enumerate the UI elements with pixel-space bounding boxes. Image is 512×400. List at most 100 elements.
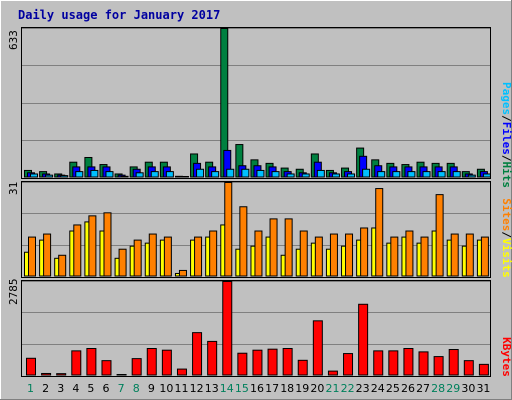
kbytes-legend: KBytes xyxy=(500,337,512,377)
x-tick-label: 31 xyxy=(476,382,490,395)
visits-legend: Sites/Visits xyxy=(500,198,512,278)
visits-bar xyxy=(103,212,112,277)
pages-bar xyxy=(211,171,220,178)
kbytes-bar xyxy=(358,303,369,376)
visits-bar xyxy=(254,230,263,277)
x-tick-label: 6 xyxy=(103,382,110,395)
pages-bar xyxy=(45,174,54,178)
visits-bar xyxy=(329,233,338,277)
visits-panel-frame xyxy=(21,181,491,278)
legend-kbytes: KBytes xyxy=(500,337,512,377)
pages-bar xyxy=(362,168,371,178)
visits-bar xyxy=(88,215,97,277)
pages-bar xyxy=(135,172,144,178)
kbytes-bar xyxy=(388,350,399,376)
x-tick-label: 30 xyxy=(461,382,475,395)
pages-bar xyxy=(90,169,99,178)
x-tick-label: 2 xyxy=(42,382,49,395)
visits-bar xyxy=(375,188,384,277)
visits-bar xyxy=(194,236,203,277)
x-tick-label: 15 xyxy=(235,382,249,395)
kbytes-bar xyxy=(478,363,489,376)
visits-bar xyxy=(390,236,399,277)
visits-bar xyxy=(73,224,82,277)
visits-bar xyxy=(345,233,354,277)
kbytes-bar xyxy=(418,351,429,376)
kbytes-bar xyxy=(343,353,354,376)
visits-bar xyxy=(284,218,293,277)
x-tick-label: 28 xyxy=(431,382,445,395)
x-tick-label: 13 xyxy=(205,382,219,395)
legend-visits: Visits xyxy=(500,238,512,278)
visits-bar xyxy=(360,227,369,277)
x-tick-label: 9 xyxy=(148,382,155,395)
kbytes-bar xyxy=(86,347,97,376)
pages-bar xyxy=(150,171,159,178)
pages-bar xyxy=(165,171,174,178)
x-tick-label: 27 xyxy=(416,382,430,395)
kbytes-bar xyxy=(101,360,112,376)
visits-bar xyxy=(450,233,459,277)
x-tick-label: 10 xyxy=(159,382,173,395)
legend-pages: Pages xyxy=(500,82,512,115)
visits-bar xyxy=(209,230,218,277)
pages-bar xyxy=(226,168,235,178)
legend-files: Files xyxy=(500,122,512,155)
kbytes-bar xyxy=(282,347,293,376)
x-tick-label: 14 xyxy=(220,382,234,395)
chart-title: Daily usage for January 2017 xyxy=(18,8,220,22)
pages-bar xyxy=(30,173,38,178)
kbytes-bar xyxy=(176,368,187,376)
pages-bar xyxy=(196,168,205,178)
x-tick-label: 22 xyxy=(341,382,355,395)
kbytes-bar xyxy=(237,352,248,376)
x-tick-label: 3 xyxy=(57,382,64,395)
visits-bar xyxy=(465,233,474,277)
visits-bar xyxy=(224,182,233,277)
kbytes-bar xyxy=(116,374,127,376)
pages-bar xyxy=(180,176,189,178)
kbytes-bar xyxy=(267,348,278,376)
x-tick-label: 5 xyxy=(87,382,94,395)
pages-bar xyxy=(437,171,446,178)
bars xyxy=(24,28,491,376)
pages-bar xyxy=(105,171,114,178)
visits-bar xyxy=(28,236,36,277)
kbytes-bar xyxy=(146,347,157,376)
pages-bar xyxy=(256,169,265,178)
x-tick-label: 29 xyxy=(446,382,460,395)
kbytes-bar xyxy=(463,360,474,376)
x-tick-label: 12 xyxy=(190,382,204,395)
x-tick-label: 20 xyxy=(310,382,324,395)
pages-bar xyxy=(482,173,491,178)
visits-bar xyxy=(269,218,278,277)
kbytes-bar xyxy=(448,349,459,376)
pages-bar xyxy=(331,173,340,178)
legend-hits: Hits xyxy=(500,162,512,189)
legend-sep-3: / xyxy=(500,231,512,238)
pages-bar xyxy=(271,171,280,178)
x-tick-label: 19 xyxy=(295,382,309,395)
x-tick-label: 24 xyxy=(371,382,385,395)
pages-bar xyxy=(301,173,310,178)
legend-sites: Sites xyxy=(500,198,512,231)
hits-legend: Pages/Files/Hits xyxy=(500,82,512,188)
kbytes-panel-frame xyxy=(21,280,491,377)
x-tick-label: 25 xyxy=(386,382,400,395)
pages-bar xyxy=(407,171,416,178)
visits-bar xyxy=(435,194,444,277)
x-tick-label: 1 xyxy=(27,382,34,395)
x-tick-label: 11 xyxy=(175,382,189,395)
kbytes-bar xyxy=(222,281,233,376)
x-tick-label: 18 xyxy=(280,382,294,395)
visits-bar xyxy=(314,236,323,277)
x-tick-label: 21 xyxy=(325,382,339,395)
kbytes-bar xyxy=(161,349,172,376)
x-tick-label: 16 xyxy=(250,382,264,395)
kbytes-bar xyxy=(71,350,82,376)
visits-bar xyxy=(163,236,172,277)
kbytes-bar xyxy=(131,358,142,376)
